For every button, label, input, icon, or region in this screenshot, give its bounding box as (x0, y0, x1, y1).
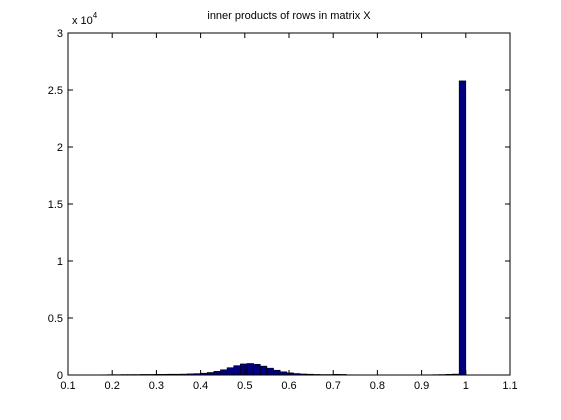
y-tick-label: 0 (57, 370, 63, 382)
y-tick-label: 2 (57, 142, 63, 154)
y-tick-label: 1.5 (48, 199, 63, 211)
chart-title: inner products of rows in matrix X (207, 10, 371, 22)
y-tick-label: 3 (57, 28, 63, 40)
bar (226, 367, 235, 376)
bar (266, 367, 274, 376)
y-multiplier-exponent: 4 (93, 11, 98, 20)
x-tick-label: 0.8 (370, 380, 385, 392)
bar (273, 369, 281, 376)
bar (240, 363, 248, 376)
x-tick-label: 0.7 (326, 380, 341, 392)
bar (233, 365, 241, 376)
x-tick-label: 1.1 (502, 380, 517, 392)
x-tick-label: 0.4 (193, 380, 208, 392)
x-tick-label: 0.6 (281, 380, 296, 392)
x-tick-label: 0.3 (149, 380, 164, 392)
x-tick-label: 0.9 (414, 380, 429, 392)
x-tick-label: 0.5 (237, 380, 252, 392)
plot-area (68, 33, 510, 375)
bar (259, 365, 268, 376)
y-tick-label: 0.5 (48, 313, 63, 325)
y-multiplier: x 104 (72, 11, 98, 27)
bar (220, 369, 228, 376)
bar (246, 363, 254, 376)
x-tick-label: 0.2 (105, 380, 120, 392)
x-tick-label: 0.1 (60, 380, 75, 392)
bar (253, 363, 261, 376)
bar (213, 371, 221, 376)
y-tick-label: 1 (57, 256, 63, 268)
x-tick-label: 1 (463, 380, 469, 392)
y-tick-label: 2.5 (48, 85, 63, 97)
bar (458, 80, 467, 376)
y-multiplier-base: x 10 (72, 15, 93, 27)
